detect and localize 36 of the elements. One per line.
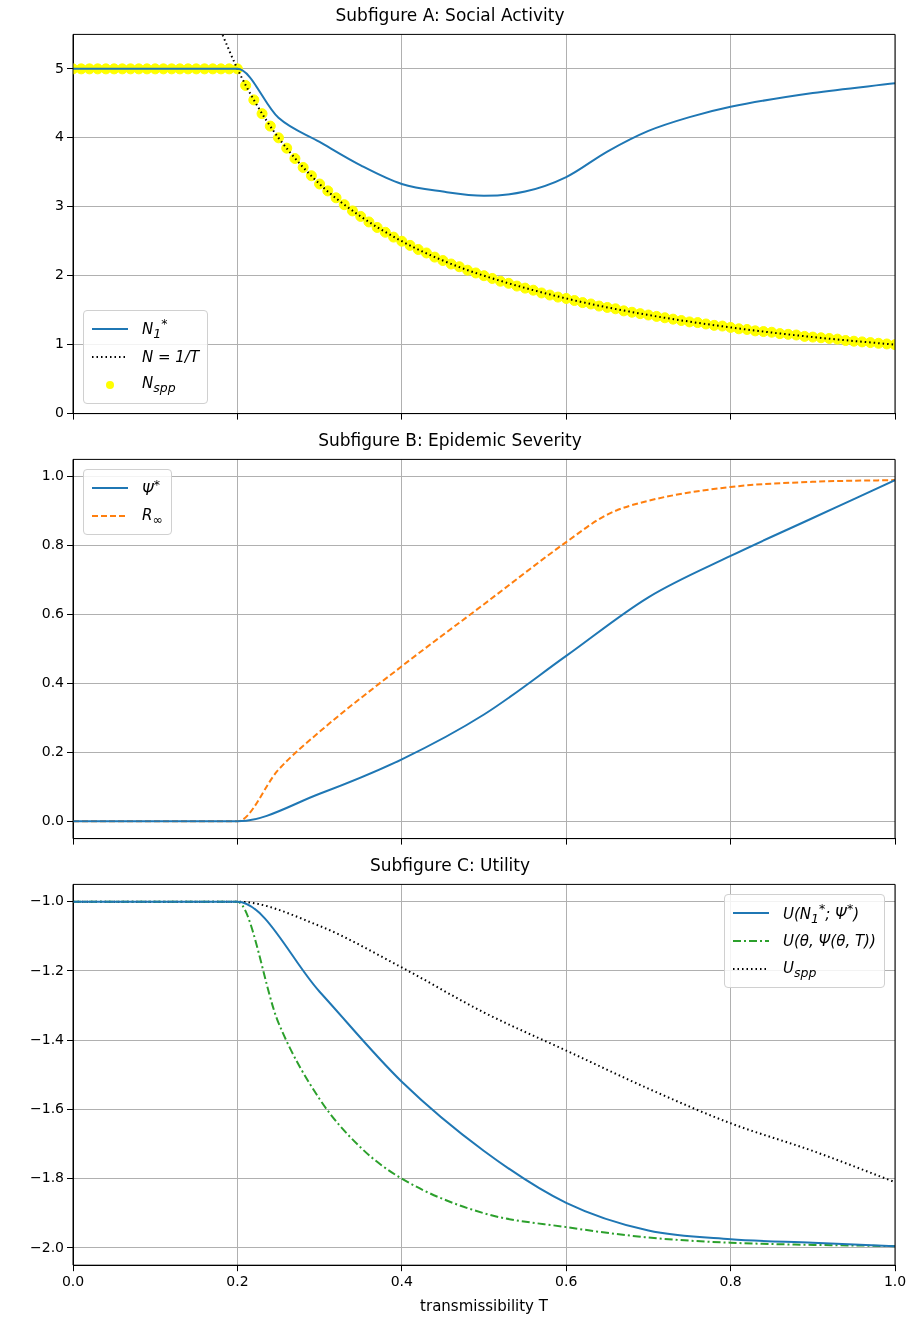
legend-label: Ψ$^{*}$ <box>142 477 161 500</box>
y-tick-label: 4 <box>55 128 65 145</box>
y-tick-label: 1.0 <box>41 467 64 484</box>
y-tick-label: −1.2 <box>30 961 64 978</box>
y-tick-label: 0 <box>55 404 64 421</box>
y-tick-label: 0.2 <box>41 743 64 760</box>
y-tick-label: 0.8 <box>41 536 64 553</box>
y-tick-label: −1.4 <box>30 1030 65 1047</box>
x-tick-label: 0.2 <box>226 1273 249 1290</box>
line-series <box>73 479 895 823</box>
y-tick-label: 5 <box>55 59 64 76</box>
chart-title: Subfigure B: Epidemic Severity <box>318 429 582 450</box>
y-tick-label: 1 <box>55 335 64 352</box>
y-tick-label: −1.0 <box>30 892 64 909</box>
legend-label: U(N$_{1}$$^{*}$; Ψ$^{*}$) <box>783 900 860 926</box>
legend-label: U$_{spp}$ <box>783 958 817 980</box>
legend-label: N$_{spp}$ <box>142 374 176 396</box>
legend-label: R$_{∞}$ <box>142 505 163 527</box>
legend-label: U(θ, Ψ(θ, T)) <box>783 932 876 951</box>
y-tick-label: 2 <box>55 266 64 283</box>
y-tick-label: −2.0 <box>30 1238 64 1255</box>
x-axis-title: transmissibility T <box>420 1296 549 1315</box>
y-tick-label: 0.6 <box>41 605 65 622</box>
chart-title: Subfigure C: Utility <box>369 854 531 875</box>
y-tick-label: 0.0 <box>41 812 64 828</box>
x-tick-label: 0.4 <box>390 1273 414 1290</box>
legend-label: N = 1/T <box>142 347 200 366</box>
y-tick-label: 3 <box>55 197 64 214</box>
x-tick-label: 1.0 <box>883 1273 907 1290</box>
y-tick-label: 0.4 <box>41 674 65 691</box>
line-series <box>73 900 895 1248</box>
y-tick-label: −1.8 <box>30 1169 64 1186</box>
chart-title: Subfigure A: Social Activity <box>335 4 565 25</box>
x-tick-label: 0.6 <box>555 1273 578 1290</box>
x-tick-label: 0.8 <box>719 1273 742 1290</box>
y-tick-label: −1.6 <box>30 1100 65 1117</box>
